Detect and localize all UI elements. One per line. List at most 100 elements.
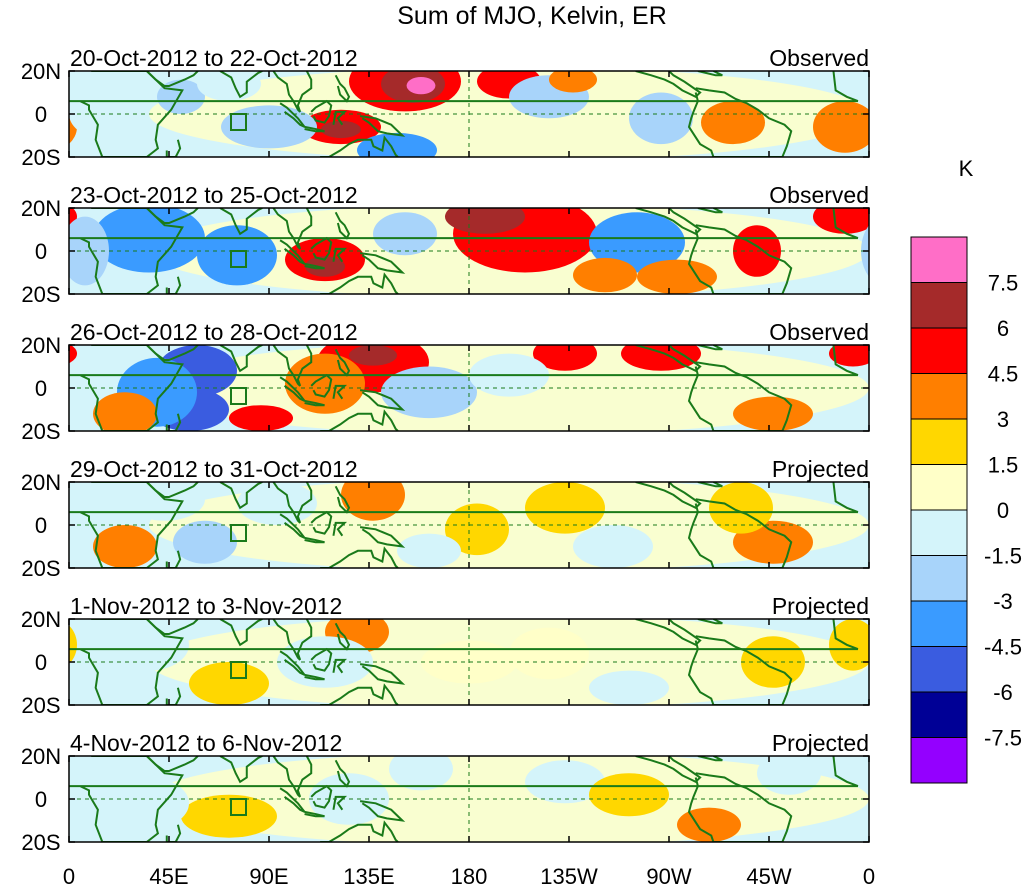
lat-label: 20S xyxy=(21,693,60,718)
coastline-samerica xyxy=(687,772,793,842)
coastline-caribbean xyxy=(697,208,723,214)
colorbar-swatch xyxy=(910,282,968,329)
anomaly-blob xyxy=(389,756,453,791)
coastline-arabia xyxy=(146,345,199,362)
coastline-australia xyxy=(320,546,399,568)
coastline-camerica xyxy=(635,619,702,647)
coastline-arabia xyxy=(146,619,199,636)
coastline-newguinea xyxy=(359,663,406,685)
anomaly-blob xyxy=(445,208,525,234)
coastline-java xyxy=(304,536,325,544)
lat-label: 20N xyxy=(21,333,61,358)
coastline-seasia xyxy=(272,756,313,798)
lat-label: 20N xyxy=(21,607,61,632)
coastline-africa xyxy=(69,756,859,842)
coastline-africa xyxy=(69,71,859,157)
anomaly-blob xyxy=(397,533,461,568)
anomaly-blob xyxy=(677,807,741,842)
colorbar-label: 1.5 xyxy=(988,453,1019,478)
coastline-sulawesi xyxy=(332,110,348,126)
index-box xyxy=(230,387,247,405)
coastline-australia xyxy=(320,272,399,294)
lon-label: 0 xyxy=(63,864,75,889)
anomaly-blob xyxy=(173,520,237,564)
lon-label: 135E xyxy=(343,864,394,889)
coastline-madagascar xyxy=(165,413,182,431)
anomaly-blob xyxy=(573,257,637,293)
anomaly-blob xyxy=(381,366,477,419)
anomaly-blob xyxy=(733,396,813,431)
colorbar-swatch xyxy=(910,737,968,784)
coastline-newguinea xyxy=(359,115,406,137)
anomaly-blob xyxy=(406,77,436,95)
anomaly-blob xyxy=(525,760,605,804)
anomaly-blob xyxy=(637,259,717,294)
coastline-arabia xyxy=(146,208,199,225)
panel-1: 20N 0 20S 20-Oct-2012 to 22-Oct-2012 Observe… xyxy=(21,45,870,170)
lat-label: 20S xyxy=(21,145,60,170)
anomaly-blob xyxy=(341,482,405,521)
colorbar-swatch xyxy=(910,236,968,283)
coastline-borneo xyxy=(310,236,333,261)
lat-label: 0 xyxy=(35,376,47,401)
anomaly-blob xyxy=(829,345,869,367)
coastline-madagascar xyxy=(165,276,182,294)
anomaly-blob xyxy=(621,345,701,371)
anomaly-blob xyxy=(813,101,869,153)
panel-status: Projected xyxy=(772,730,869,756)
index-box xyxy=(230,524,247,542)
colorbar: K 7.5 6 4.5 3 1.5 0 -1.5 -3 -4.5 -6 -7.5 xyxy=(910,156,1022,784)
index-box xyxy=(230,250,247,268)
anomaly-blob xyxy=(533,345,597,371)
anomaly-blob xyxy=(69,345,77,364)
lon-label: 180 xyxy=(451,864,488,889)
anomaly-blob xyxy=(109,777,189,830)
lat-label: 20S xyxy=(21,556,60,581)
panel-status: Projected xyxy=(772,456,869,482)
panel-date: 26-Oct-2012 to 28-Oct-2012 xyxy=(70,319,358,345)
anomaly-blob xyxy=(373,212,437,256)
anomaly-blob xyxy=(181,794,277,838)
colorbar-label: 6 xyxy=(997,316,1009,341)
colorbar-swatch xyxy=(910,509,968,556)
anomaly-blob xyxy=(757,756,821,795)
coastline-sulawesi xyxy=(332,658,348,674)
coastline-java xyxy=(304,673,325,681)
coastline-india xyxy=(219,619,263,647)
anomaly-blob xyxy=(93,208,205,273)
coastline-madagascar xyxy=(165,687,182,705)
anomaly-blob xyxy=(197,225,277,286)
figure-title: Sum of MJO, Kelvin, ER xyxy=(397,2,667,30)
anomaly-blob xyxy=(305,256,345,277)
lon-label: 45W xyxy=(746,864,791,889)
coastline-seasia xyxy=(272,345,313,387)
coastline-camerica xyxy=(635,756,702,784)
coastline-caribbean xyxy=(697,71,723,77)
panel-3: 20N 0 20S 26-Oct-2012 to 28-Oct-2012 Observe… xyxy=(21,319,870,444)
coastline-philippines xyxy=(334,485,351,514)
lat-label: 20S xyxy=(21,419,60,444)
coastline-sulawesi xyxy=(332,521,348,537)
coastline-camerica xyxy=(635,482,702,510)
lat-label: 0 xyxy=(35,650,47,675)
anomaly-blob xyxy=(109,619,189,671)
anomaly-blob xyxy=(509,627,589,680)
lat-label: 0 xyxy=(35,102,47,127)
colorbar-swatch xyxy=(910,464,968,511)
coastline-africa xyxy=(69,482,859,568)
anomaly-blob xyxy=(357,132,437,157)
coastline-madagascar xyxy=(165,139,182,157)
anomaly-blob xyxy=(701,101,765,145)
anomaly-blob xyxy=(285,353,365,414)
coastline-samerica xyxy=(687,87,793,157)
colorbar-swatch xyxy=(910,555,968,602)
anomaly-blob xyxy=(93,525,157,568)
coastline-seasia xyxy=(272,208,313,250)
coastline-caribbean xyxy=(697,482,723,488)
panel-status: Projected xyxy=(772,593,869,619)
coastline-australia xyxy=(320,683,399,705)
coastline-seasia xyxy=(272,619,313,661)
coastline-samerica xyxy=(687,498,793,568)
lat-label: 20N xyxy=(21,744,61,769)
